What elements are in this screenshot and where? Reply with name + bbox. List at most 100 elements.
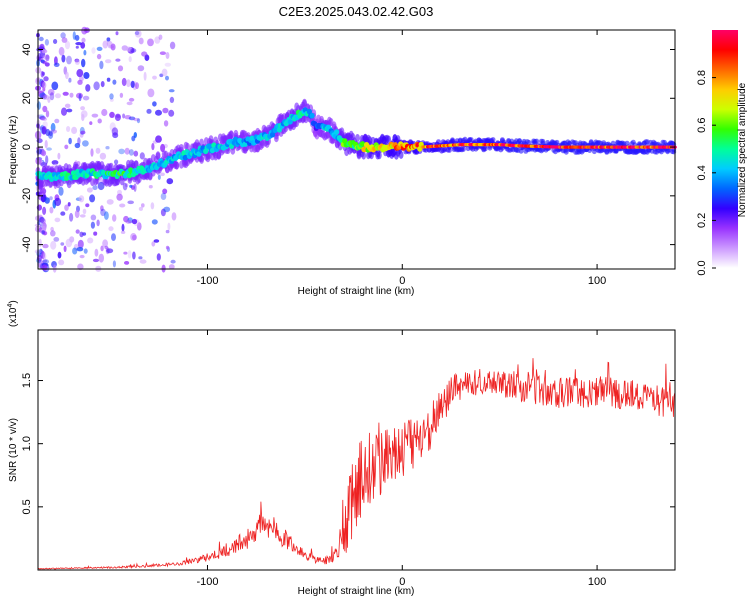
spectrogram-noise-mark (49, 92, 55, 101)
spectrogram-noise-mark (71, 126, 78, 134)
spectrogram-noise-mark (95, 147, 101, 154)
spectrogram-noise-mark (54, 118, 60, 124)
spectrogram-noise-mark (93, 231, 98, 236)
spectrogram-noise-mark (98, 253, 105, 263)
spectrogram-noise-mark (132, 234, 137, 241)
spectrogram-noise-mark (138, 256, 143, 260)
spectrogram-noise-mark (53, 237, 60, 242)
spectrogram-noise-mark (105, 146, 110, 150)
snr-x-tick-label: -100 (196, 576, 218, 588)
spectrogram-noise-mark (44, 39, 50, 46)
spectrogram-noise-mark (131, 218, 138, 225)
spectrogram-noise-mark (45, 155, 49, 165)
spectrogram-noise-mark (43, 76, 49, 82)
spectrogram-noise-mark (69, 92, 74, 98)
snr-x-tick-label: 0 (399, 576, 405, 588)
spectrogram-noise-mark (45, 128, 51, 137)
spectrogram-ridge-mark (359, 141, 366, 147)
spectrogram-marks (34, 26, 677, 273)
spectrogram-x-tick-label: 100 (588, 275, 606, 287)
spectrogram-noise-mark (90, 214, 97, 221)
spectrogram-noise-mark (75, 45, 79, 49)
spectrogram-noise-mark (64, 40, 71, 50)
spectrogram-ridge-mark (334, 129, 340, 135)
spectrogram-noise-mark (41, 150, 47, 157)
spectrogram-noise-mark (39, 116, 46, 120)
spectrogram-noise-mark (39, 216, 45, 223)
spectrogram-noise-mark (160, 143, 166, 153)
spectrogram-noise-mark (58, 46, 65, 56)
spectrogram-noise-mark (160, 192, 167, 200)
spectrogram-noise-mark (119, 92, 124, 98)
spectrogram-noise-mark (102, 239, 108, 248)
spectrogram-noise-mark (42, 206, 47, 215)
spectrogram-x-axis-label: Height of straight line (km) (298, 286, 415, 297)
spectrogram-noise-mark (146, 108, 152, 114)
spectrogram-halo-mark (490, 137, 496, 143)
spectrogram-noise-mark (40, 70, 44, 78)
spectrogram-noise-mark (66, 126, 71, 132)
spectrogram-halo-mark (398, 150, 404, 159)
spectrogram-noise-mark (69, 212, 74, 222)
spectrogram-noise-mark (96, 219, 100, 227)
snr-frame (37, 329, 676, 571)
spectrogram-noise-mark (160, 172, 165, 177)
colorbar: 0.0 0.2 0.4 0.6 0.8 Normalized spectral ampl… (696, 30, 748, 276)
spectrogram-noise-mark (121, 77, 127, 87)
spectrogram-noise-mark (42, 81, 47, 89)
spectrogram-noise-mark (79, 231, 84, 238)
spectrogram-noise-mark (133, 183, 137, 192)
spectrogram-noise-mark (40, 117, 48, 121)
spectrogram-noise-mark (63, 245, 67, 252)
spectrogram-noise-mark (128, 116, 136, 121)
spectrogram-ticks: -100 0 100 -40 -20 0 20 40 (21, 30, 675, 287)
spectrogram-ridge-mark (70, 170, 77, 176)
spectrogram-halo-mark (185, 142, 191, 151)
spectrogram-noise-mark (147, 88, 155, 98)
figure-title: C2E3.2025.043.02.42.G03 (279, 4, 434, 19)
spectrogram-noise-mark (111, 233, 116, 242)
spectrogram-halo-mark (174, 161, 180, 170)
spectrogram-noise-mark (169, 96, 175, 103)
spectrogram-noise-mark (65, 238, 73, 248)
spectrogram-noise-mark (128, 97, 135, 102)
spectrogram-noise-mark (80, 106, 85, 111)
spectrogram-noise-mark (96, 46, 103, 52)
spectrogram-noise-mark (122, 182, 128, 191)
spectrogram-noise-mark (150, 202, 155, 210)
spectrogram-ridge-mark (287, 119, 293, 125)
spectrogram-noise-mark (82, 95, 90, 101)
spectrogram-noise-mark (40, 218, 46, 224)
spectrogram-noise-mark (133, 117, 140, 122)
spectrogram-noise-mark (108, 226, 114, 232)
spectrogram-ridge-mark (306, 108, 312, 115)
spectrogram-noise-mark (138, 206, 143, 211)
spectrogram-noise-mark (137, 65, 145, 72)
spectrogram-noise-mark (85, 84, 91, 92)
spectrogram-y-axis-label: Frequency (Hz) (8, 116, 19, 185)
spectrogram-y-tick-label: -20 (21, 188, 33, 204)
spectrogram-noise-mark (165, 52, 170, 59)
spectrogram-noise-mark (60, 242, 65, 246)
spectrogram-noise-mark (75, 42, 83, 46)
spectrogram-noise-mark (106, 37, 111, 42)
spectrogram-noise-mark (126, 101, 133, 106)
spectrogram-noise-mark (100, 205, 104, 212)
spectrogram-noise-mark (162, 107, 169, 114)
spectrogram-noise-mark (94, 248, 99, 257)
spectrogram-halo-mark (228, 130, 234, 139)
spectrogram-halo-mark (534, 138, 540, 144)
spectrogram-noise-mark (124, 261, 130, 265)
spectrogram-noise-mark (158, 34, 163, 40)
spectrogram-noise-mark (79, 214, 86, 218)
spectrogram-halo-mark (339, 127, 345, 136)
spectrogram-noise-mark (128, 56, 132, 63)
spectrogram-noise-mark (112, 260, 116, 268)
spectrogram-noise-mark (61, 37, 68, 43)
spectrogram-halo-mark (468, 137, 474, 143)
spectrogram-noise-mark (121, 223, 125, 232)
spectrogram-noise-mark (125, 46, 133, 52)
spectrogram-noise-mark (112, 79, 117, 85)
spectrogram-noise-mark (163, 120, 169, 127)
